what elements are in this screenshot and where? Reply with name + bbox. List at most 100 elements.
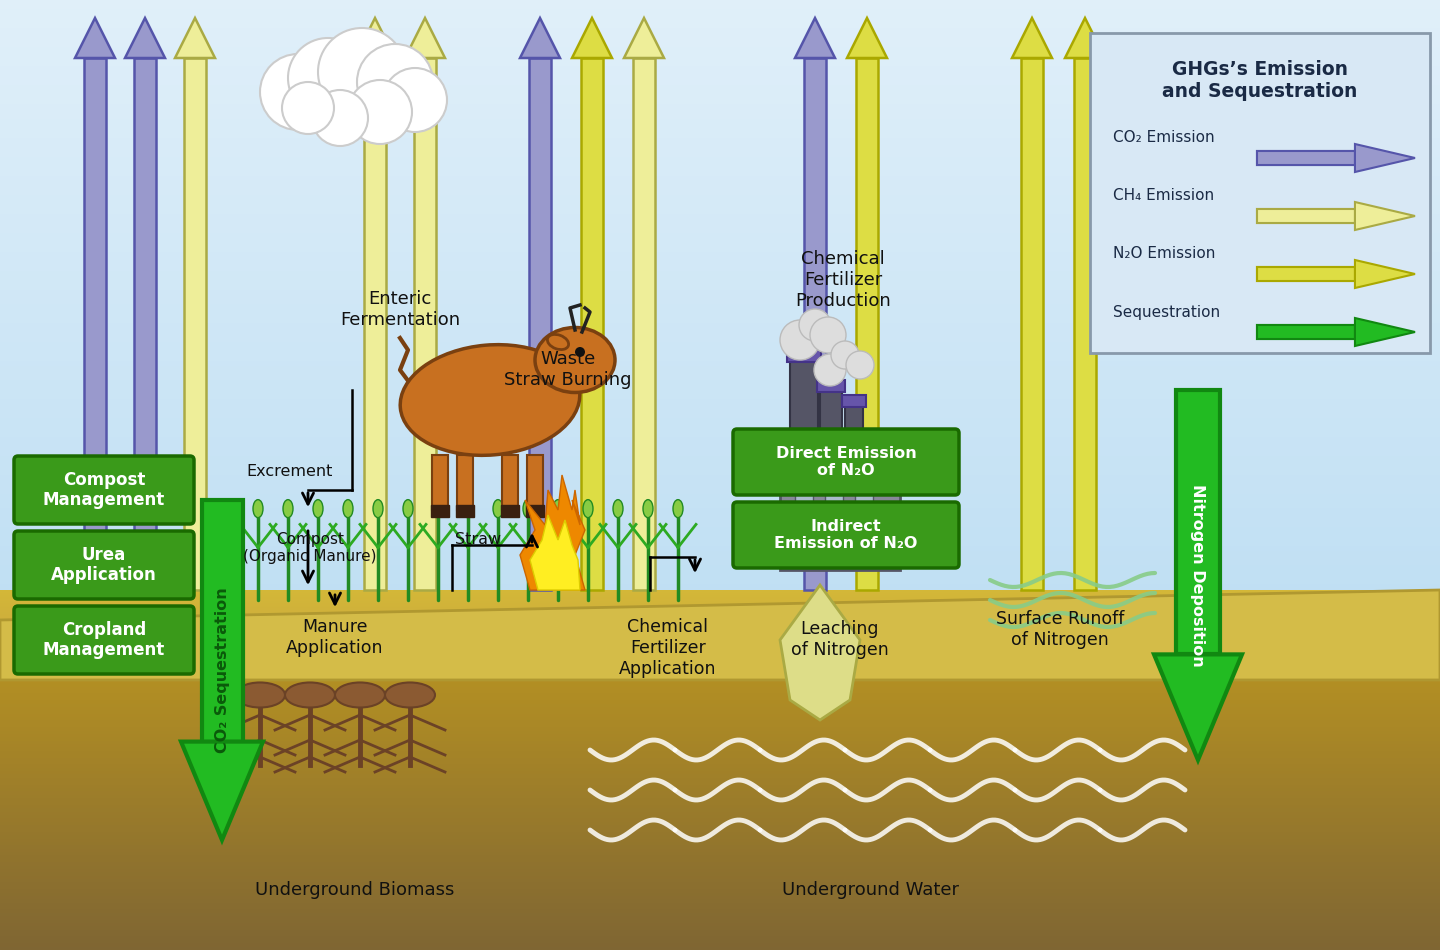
- Bar: [816, 380, 845, 392]
- Bar: [202, 500, 242, 742]
- Text: Straw: Straw: [455, 533, 501, 547]
- Text: Cropland
Management: Cropland Management: [43, 620, 166, 659]
- Bar: [526, 505, 544, 517]
- Ellipse shape: [336, 682, 384, 708]
- Ellipse shape: [235, 682, 285, 708]
- Ellipse shape: [583, 500, 593, 518]
- Polygon shape: [520, 475, 585, 590]
- Bar: [788, 350, 821, 362]
- Ellipse shape: [400, 345, 580, 455]
- Polygon shape: [795, 18, 835, 58]
- Text: Direct Emission
of N₂O: Direct Emission of N₂O: [776, 446, 916, 478]
- Polygon shape: [405, 18, 445, 58]
- Polygon shape: [75, 18, 115, 58]
- Polygon shape: [1355, 144, 1416, 172]
- Text: Surface Runoff
of Nitrogen: Surface Runoff of Nitrogen: [996, 610, 1125, 649]
- Bar: [855, 58, 878, 590]
- Text: Waste
Straw Burning: Waste Straw Burning: [504, 350, 632, 389]
- FancyBboxPatch shape: [1090, 33, 1430, 353]
- Bar: [1074, 58, 1096, 590]
- Circle shape: [261, 54, 336, 130]
- Bar: [1257, 209, 1355, 223]
- Bar: [528, 58, 552, 590]
- Ellipse shape: [284, 500, 292, 518]
- Text: Chemical
Fertilizer
Production: Chemical Fertilizer Production: [795, 250, 891, 310]
- Bar: [134, 58, 156, 590]
- Ellipse shape: [547, 334, 569, 350]
- Bar: [825, 490, 842, 512]
- Polygon shape: [0, 590, 1440, 680]
- Polygon shape: [572, 18, 612, 58]
- Polygon shape: [1355, 260, 1416, 288]
- Text: Nitrogen Deposition: Nitrogen Deposition: [1191, 484, 1205, 666]
- Circle shape: [799, 309, 831, 341]
- Circle shape: [383, 68, 446, 132]
- Bar: [415, 58, 436, 590]
- Bar: [634, 58, 655, 590]
- Ellipse shape: [492, 500, 503, 518]
- Bar: [1257, 325, 1355, 339]
- Text: Chemical
Fertilizer
Application: Chemical Fertilizer Application: [619, 618, 717, 677]
- Circle shape: [318, 28, 406, 116]
- Bar: [819, 390, 842, 475]
- Text: N₂O Emission: N₂O Emission: [1113, 246, 1215, 261]
- Polygon shape: [520, 18, 560, 58]
- Bar: [456, 505, 474, 517]
- Ellipse shape: [536, 328, 615, 392]
- Polygon shape: [624, 18, 664, 58]
- Ellipse shape: [553, 500, 563, 518]
- Bar: [804, 58, 827, 590]
- Circle shape: [809, 317, 847, 353]
- FancyBboxPatch shape: [14, 456, 194, 524]
- Circle shape: [282, 82, 334, 134]
- Bar: [501, 505, 518, 517]
- Ellipse shape: [464, 500, 472, 518]
- Bar: [842, 395, 865, 407]
- Ellipse shape: [672, 500, 683, 518]
- Bar: [432, 455, 448, 510]
- Bar: [364, 58, 386, 590]
- Bar: [795, 490, 814, 512]
- Circle shape: [575, 347, 585, 357]
- Bar: [780, 470, 900, 570]
- Ellipse shape: [384, 682, 435, 708]
- Polygon shape: [1153, 655, 1241, 760]
- Text: Indirect
Emission of N₂O: Indirect Emission of N₂O: [775, 519, 917, 551]
- Polygon shape: [530, 515, 580, 590]
- Text: Compost
(Organic Manure): Compost (Organic Manure): [243, 532, 377, 564]
- Circle shape: [847, 351, 874, 379]
- Text: Enteric
Fermentation: Enteric Fermentation: [340, 290, 459, 329]
- Circle shape: [814, 354, 847, 386]
- Polygon shape: [1012, 18, 1053, 58]
- Bar: [184, 58, 206, 590]
- Text: Sequestration: Sequestration: [1113, 305, 1220, 319]
- Polygon shape: [356, 18, 395, 58]
- Ellipse shape: [373, 500, 383, 518]
- Text: CO₂ Emission: CO₂ Emission: [1113, 130, 1214, 145]
- Polygon shape: [1355, 202, 1416, 230]
- Bar: [580, 58, 603, 590]
- Polygon shape: [1355, 318, 1416, 346]
- Bar: [84, 58, 107, 590]
- Text: Leaching
of Nitrogen: Leaching of Nitrogen: [791, 620, 888, 658]
- Bar: [1176, 390, 1220, 655]
- Bar: [1021, 58, 1043, 590]
- Text: Manure
Application: Manure Application: [287, 618, 383, 656]
- Ellipse shape: [403, 500, 413, 518]
- Circle shape: [780, 320, 819, 360]
- Ellipse shape: [523, 500, 533, 518]
- Polygon shape: [780, 585, 860, 720]
- Ellipse shape: [253, 500, 264, 518]
- Polygon shape: [181, 742, 264, 840]
- FancyBboxPatch shape: [733, 502, 959, 568]
- Polygon shape: [125, 18, 166, 58]
- Text: Underground Biomass: Underground Biomass: [255, 881, 455, 899]
- Ellipse shape: [312, 500, 323, 518]
- FancyBboxPatch shape: [14, 606, 194, 674]
- Ellipse shape: [285, 682, 336, 708]
- Ellipse shape: [343, 500, 353, 518]
- Text: GHGs’s Emission
and Sequestration: GHGs’s Emission and Sequestration: [1162, 60, 1358, 101]
- Bar: [431, 505, 449, 517]
- Ellipse shape: [613, 500, 624, 518]
- Text: Excrement: Excrement: [246, 465, 333, 480]
